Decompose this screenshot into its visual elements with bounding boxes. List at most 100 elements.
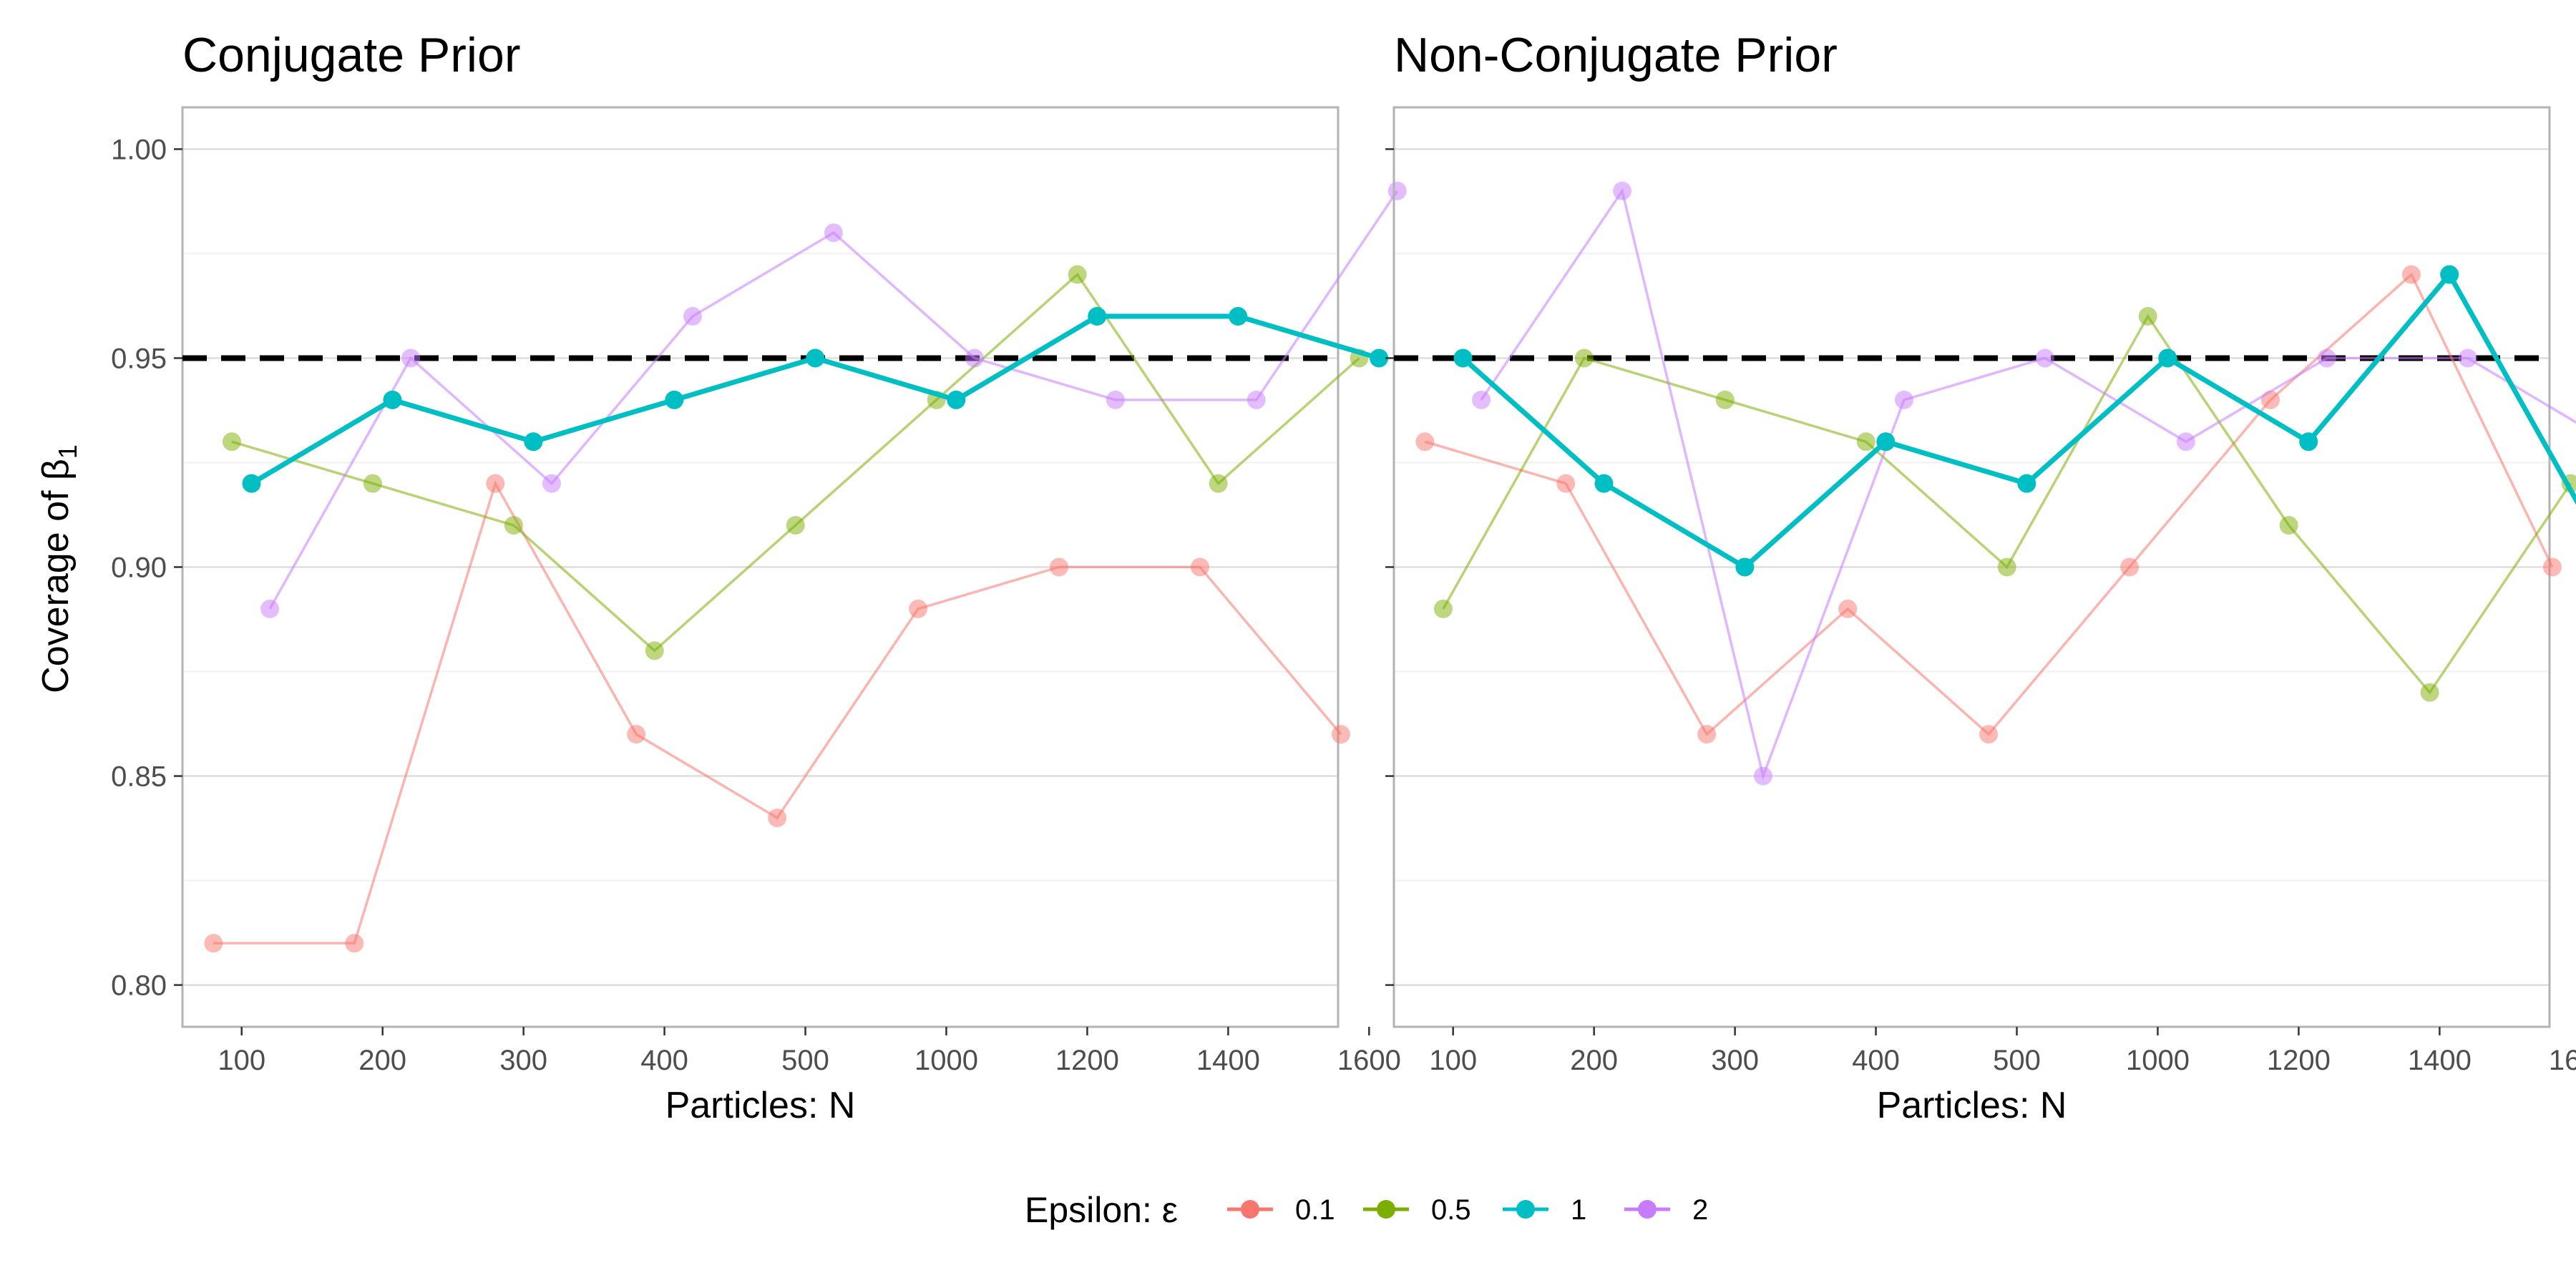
y-axis-title-text: Coverage of β1 [35,444,82,693]
data-point [1050,557,1069,577]
data-point [1246,390,1266,409]
data-point [1979,725,1999,744]
data-point [1997,557,2016,577]
data-point [1472,390,1491,409]
series-line [1424,272,2554,736]
x-tick-label: 1000 [2126,1045,2190,1076]
data-point [204,934,223,953]
data-point [1387,181,1407,200]
x-tick-label: 400 [1852,1045,1900,1076]
data-point [2420,683,2439,702]
data-point [242,474,261,493]
data-point [2317,348,2336,368]
series-2 [1472,181,2576,786]
data-point [1453,348,1473,368]
data-point [768,808,787,827]
x-tick-label: 1600 [2549,1045,2576,1076]
y-tick-label: 0.85 [111,761,167,793]
data-point [1433,599,1453,618]
data-point [2035,348,2054,368]
data-point [260,599,280,618]
data-point [363,474,382,493]
series-0_5 [1433,307,2576,702]
data-point [1838,599,1858,618]
legend-label: 0.1 [1295,1194,1335,1226]
data-point [222,432,241,452]
x-axis-title: Particles: N [665,1085,856,1126]
panel-title: Non-Conjugate Prior [1394,28,1838,82]
x-tick-label: 1200 [2267,1045,2331,1076]
x-tick-label: 500 [1993,1045,2041,1076]
legend-key-point [1516,1200,1535,1219]
legend-key-point [1377,1200,1395,1219]
x-tick-label: 300 [1711,1045,1759,1076]
data-point [1613,181,1632,200]
data-point [345,934,364,953]
data-point [1088,307,1107,326]
x-tick-label: 1000 [914,1045,978,1076]
x-tick-label: 1400 [1196,1045,1260,1076]
data-point [2138,307,2157,326]
x-tick-label: 300 [499,1045,547,1076]
data-point [2120,557,2140,577]
data-point [1574,348,1594,368]
data-point [2261,390,2280,409]
legend-title: Epsilon: ε [1025,1190,1178,1230]
data-point [947,390,966,409]
data-point [1229,307,1248,326]
panel-title: Conjugate Prior [182,28,520,82]
data-point [1106,390,1125,409]
data-point [1068,265,1087,284]
y-tick-label: 0.80 [111,970,167,1002]
x-tick-label: 100 [1429,1045,1477,1076]
data-point [2279,516,2298,535]
data-point [1856,432,1875,452]
data-point [1209,474,1228,493]
series-line [213,480,1342,945]
data-point [383,390,402,409]
data-point [1715,390,1735,409]
x-tick-label: 100 [218,1045,265,1076]
data-point [665,390,684,409]
x-tick-label: 200 [358,1045,406,1076]
data-point [2440,265,2459,284]
panels: Conjugate Prior 0.80 0.85 0.90 0.95 1.00 100 20… [111,28,2576,1126]
legend-entry-0_5: 0.5 [1363,1194,1471,1226]
data-point [504,516,523,535]
y-axis-title-main: Coverage of β [35,459,77,693]
series-1 [1453,265,2576,577]
data-point [1370,348,1389,368]
data-point [2176,432,2195,452]
data-point [1876,432,1896,452]
data-point [1190,557,1209,577]
data-point [965,348,984,368]
data-point [401,348,421,368]
data-point [627,725,646,744]
data-point [786,516,805,535]
x-tick-label: 200 [1570,1045,1618,1076]
series-0_1 [1415,265,2562,744]
data-point [1556,474,1576,493]
y-tick-label: 1.00 [111,134,167,165]
series-line [1442,313,2572,695]
data-point [824,223,843,243]
panel-1: Conjugate Prior 0.80 0.85 0.90 0.95 1.00 100 20… [111,28,1407,1126]
y-tick-label: 0.90 [111,552,167,584]
x-tick-label: 1600 [1337,1045,1401,1076]
legend-entry-1: 1 [1503,1194,1586,1226]
data-point [486,474,505,493]
data-point [2401,265,2421,284]
y-axis-title-subscript: 1 [53,444,82,459]
y-axis-title: Coverage of β1 [35,444,82,693]
data-point [542,474,562,493]
panel-2: Non-Conjugate Prior 100 200 300 400 500 1000 12… [1385,28,2576,1126]
series-0_1 [204,474,1350,953]
data-point [2542,557,2562,577]
legend-label: 1 [1571,1194,1586,1226]
series-1 [242,307,1389,493]
legend-entry-0_1: 0.1 [1227,1194,1335,1226]
data-point [1735,557,1755,577]
data-point [2158,348,2177,368]
x-tick-label: 1400 [2408,1045,2472,1076]
legend-entry-2: 2 [1624,1194,1708,1226]
